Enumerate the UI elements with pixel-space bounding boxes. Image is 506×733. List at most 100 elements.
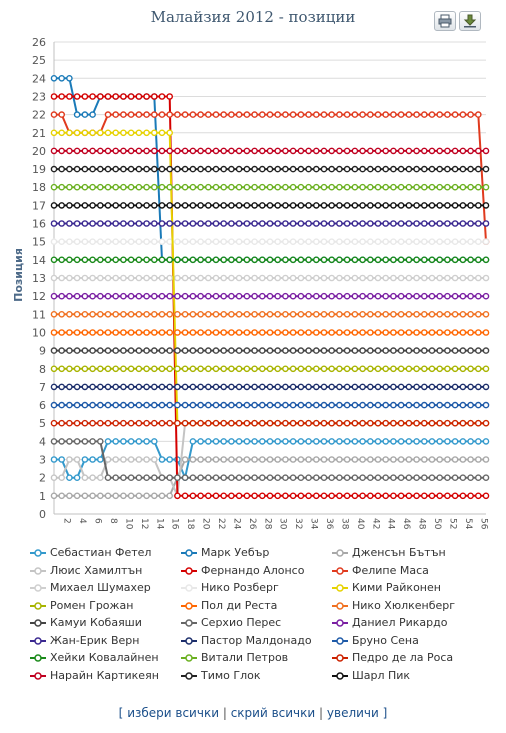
data-point	[50, 75, 58, 82]
data-point	[112, 456, 119, 463]
data-point	[181, 111, 189, 118]
series-19[interactable]	[50, 183, 490, 191]
data-point	[382, 365, 390, 373]
data-point	[104, 183, 112, 191]
data-point	[181, 365, 189, 373]
data-point	[374, 419, 382, 427]
data-point	[305, 347, 312, 354]
zoom-link[interactable]: увеличи	[326, 706, 379, 720]
data-point	[436, 292, 444, 300]
series-21[interactable]	[50, 147, 490, 155]
data-point	[143, 292, 150, 300]
data-point	[97, 292, 104, 300]
data-point	[336, 474, 343, 482]
series-20[interactable]	[50, 419, 490, 427]
data-point	[459, 183, 467, 191]
data-point	[204, 147, 212, 155]
data-point	[158, 329, 166, 336]
series-0[interactable]	[50, 438, 490, 482]
series-6[interactable]	[50, 274, 490, 282]
data-point	[444, 329, 451, 336]
data-point	[274, 347, 282, 354]
data-point	[397, 383, 405, 391]
data-point	[97, 329, 104, 336]
series-16[interactable]	[50, 383, 490, 391]
data-point	[420, 183, 428, 191]
data-point	[282, 274, 289, 282]
data-point	[305, 310, 312, 318]
legend-swatch	[181, 636, 197, 645]
data-point	[428, 365, 436, 373]
hide-all-link[interactable]: скрий всички	[230, 706, 316, 720]
series-4[interactable]	[50, 93, 490, 500]
data-point	[282, 456, 289, 463]
data-point	[359, 183, 366, 191]
data-point	[135, 401, 143, 409]
data-point	[266, 401, 274, 409]
data-point	[312, 419, 320, 427]
data-point	[343, 238, 351, 245]
data-point	[336, 383, 343, 391]
y-tick-label: 26	[32, 36, 46, 49]
x-tick-label: 30	[278, 518, 288, 530]
data-point	[420, 292, 428, 300]
legend-swatch	[30, 671, 46, 680]
y-tick-label: 4	[39, 435, 46, 448]
series-22[interactable]	[50, 165, 490, 173]
data-point	[382, 238, 390, 245]
data-point	[104, 329, 112, 336]
series-10[interactable]	[50, 329, 490, 336]
data-point	[282, 419, 289, 427]
series-15[interactable]	[50, 220, 490, 227]
data-point	[474, 202, 482, 209]
data-point	[382, 401, 390, 409]
print-button[interactable]	[434, 11, 456, 31]
data-point	[166, 93, 173, 100]
data-point	[174, 220, 181, 227]
y-tick-label: 13	[32, 272, 46, 285]
series-23[interactable]	[50, 202, 490, 209]
data-point	[220, 401, 227, 409]
data-point	[189, 147, 197, 155]
data-point	[428, 474, 436, 482]
series-18[interactable]	[50, 256, 490, 264]
series-12[interactable]	[50, 347, 490, 354]
data-point	[150, 183, 158, 191]
data-point	[413, 220, 420, 227]
select-all-link[interactable]: избери всички	[127, 706, 219, 720]
export-button[interactable]	[459, 11, 481, 31]
data-point	[451, 256, 459, 264]
data-point	[258, 238, 266, 245]
data-point	[328, 492, 336, 500]
data-point	[97, 274, 104, 282]
series-9[interactable]	[50, 365, 490, 373]
data-point	[228, 492, 235, 500]
data-point	[258, 347, 266, 354]
data-point	[81, 129, 89, 137]
data-point	[343, 474, 351, 482]
data-point	[436, 202, 444, 209]
data-point	[66, 310, 73, 318]
series-11[interactable]	[50, 310, 490, 318]
data-point	[282, 329, 289, 336]
series-13[interactable]	[50, 438, 490, 482]
data-point	[251, 238, 258, 245]
data-point	[289, 492, 297, 500]
data-point	[459, 347, 467, 354]
data-point	[428, 347, 436, 354]
data-point	[397, 329, 405, 336]
data-point	[104, 274, 112, 282]
data-point	[58, 183, 66, 191]
data-point	[220, 329, 227, 336]
data-point	[467, 202, 474, 209]
data-point	[104, 165, 112, 173]
series-7[interactable]	[50, 238, 490, 245]
data-point	[220, 147, 227, 155]
series-17[interactable]	[50, 401, 490, 409]
series-14[interactable]	[50, 292, 490, 300]
data-point	[235, 419, 243, 427]
data-point	[405, 383, 413, 391]
legend-swatch	[332, 619, 348, 627]
data-point	[50, 129, 58, 137]
data-point	[282, 365, 289, 373]
